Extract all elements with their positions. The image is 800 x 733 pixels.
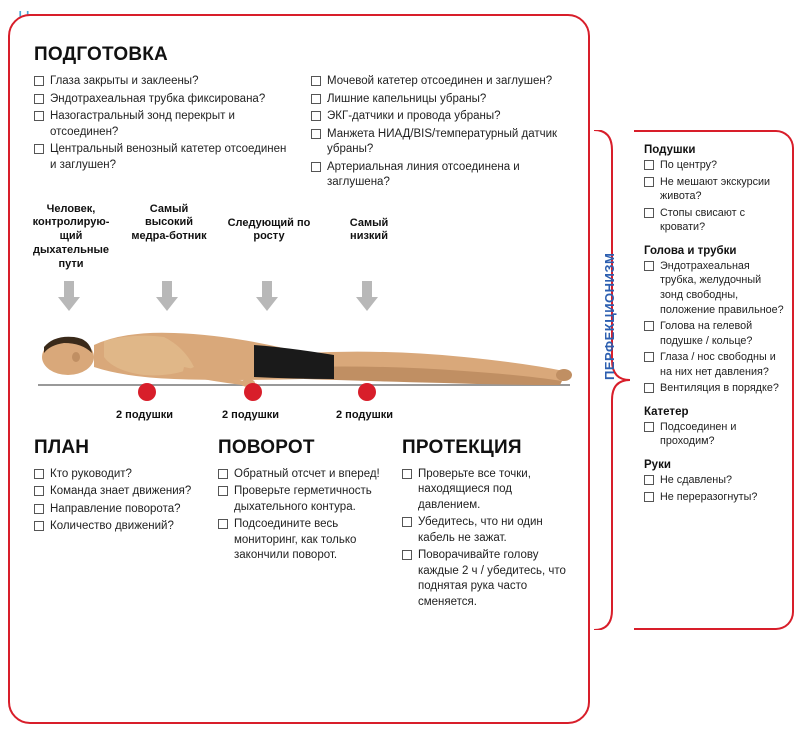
turn-heading: ПОВОРОТ [218, 437, 386, 459]
side-pillows: Подушки По центру? Не мешают экскурсии ж… [644, 144, 784, 235]
bracket-icon [594, 130, 634, 630]
check-item: Поворачивайте голову каждые 2 ч / убедит… [402, 548, 570, 610]
prep-col-left: Глаза закрыты и заклеены? Эндотрахеальна… [34, 74, 293, 193]
check-item: Не переразогнуты? [644, 490, 784, 505]
arrow-down-icon [356, 281, 378, 311]
side-heading: Голова и трубки [644, 245, 784, 257]
prep-col-right: Мочевой катетер отсоединен и заглушен? Л… [311, 74, 570, 193]
plan-col: ПЛАН Кто руководит? Команда знает движен… [34, 437, 202, 613]
check-item: Убедитесь, что ни один кабель не зажат. [402, 515, 570, 546]
side-panel: Подушки По центру? Не мешают экскурсии ж… [634, 130, 794, 630]
body-diagram: Человек, контролирую-щий дыхательные пут… [34, 203, 570, 433]
pillow-dot [138, 383, 156, 401]
arrow-down-icon [58, 281, 80, 311]
arrow-down-icon [156, 281, 178, 311]
check-item: Мочевой катетер отсоединен и заглушен? [311, 74, 570, 90]
check-item: Вентиляция в порядке? [644, 381, 784, 396]
vert-label: ПЕРФЕКЦИОНИЗМ [602, 253, 617, 380]
pillow-label: 2 подушки [116, 409, 173, 421]
check-item: Команда знает движения? [34, 484, 202, 500]
check-item: Подсоедините весь мониторинг, как только… [218, 517, 386, 564]
check-item: Кто руководит? [34, 467, 202, 483]
check-item: Глаза закрыты и заклеены? [34, 74, 293, 90]
role-tallest: Самый высокий медра-ботник [129, 203, 209, 244]
check-item: Эндотрахеальная трубка фиксирована? [34, 92, 293, 108]
check-item: Направление поворота? [34, 502, 202, 518]
check-item: Манжета НИАД/BIS/температурный датчик уб… [311, 127, 570, 158]
check-item: Голова на гелевой подушке / кольце? [644, 319, 784, 348]
pillow-label: 2 подушки [222, 409, 279, 421]
prep-columns: Глаза закрыты и заклеены? Эндотрахеальна… [34, 74, 570, 193]
role-next: Следующий по росту [224, 217, 314, 245]
side-arms: Руки Не сдавлены? Не переразогнуты? [644, 459, 784, 504]
check-item: Эндотрахеальная трубка, желудочный зонд … [644, 259, 784, 317]
role-airway: Человек, контролирую-щий дыхательные пут… [26, 203, 116, 272]
turn-col: ПОВОРОТ Обратный отсчет и вперед! Провер… [218, 437, 386, 613]
check-item: Глаза / нос свободны и на них нет давлен… [644, 350, 784, 379]
check-item: Назогастральный зонд перекрыт и отсоедин… [34, 109, 293, 140]
protect-col: ПРОТЕКЦИЯ Проверьте все точки, находящие… [402, 437, 570, 613]
main-panel: ПОДГОТОВКА Глаза закрыты и заклеены? Энд… [8, 14, 590, 724]
check-item: Не мешают экскурсии живота? [644, 175, 784, 204]
check-item: ЭКГ-датчики и провода убраны? [311, 109, 570, 125]
check-item: Стопы свисают с кровати? [644, 206, 784, 235]
plan-heading: ПЛАН [34, 437, 202, 459]
arrow-down-icon [256, 281, 278, 311]
check-item: Обратный отсчет и вперед! [218, 467, 386, 483]
check-item: Лишние капельницы убраны? [311, 92, 570, 108]
side-heading: Руки [644, 459, 784, 471]
prep-heading: ПОДГОТОВКА [34, 44, 570, 66]
check-item: Проверьте герметичность дыхательного кон… [218, 484, 386, 515]
side-catheter: Катетер Подсоединен и проходим? [644, 406, 784, 449]
side-head-tubes: Голова и трубки Эндотрахеальная трубка, … [644, 245, 784, 396]
side-heading: Катетер [644, 406, 784, 418]
pillow-dot [244, 383, 262, 401]
check-item: Артериальная линия отсоединена и заглуше… [311, 160, 570, 191]
side-heading: Подушки [644, 144, 784, 156]
check-item: Проверьте все точки, находящиеся под дав… [402, 467, 570, 514]
check-item: Центральный венозный катетер отсоединен … [34, 142, 293, 173]
check-item: Не сдавлены? [644, 473, 784, 488]
pillow-label: 2 подушки [336, 409, 393, 421]
protect-heading: ПРОТЕКЦИЯ [402, 437, 570, 459]
prone-body-icon [34, 323, 574, 393]
check-item: Подсоединен и проходим? [644, 420, 784, 449]
check-item: Количество движений? [34, 519, 202, 535]
role-shortest: Самый низкий [334, 217, 404, 245]
pillow-dot [358, 383, 376, 401]
check-item: По центру? [644, 158, 784, 173]
bottom-columns: ПЛАН Кто руководит? Команда знает движен… [34, 437, 570, 613]
